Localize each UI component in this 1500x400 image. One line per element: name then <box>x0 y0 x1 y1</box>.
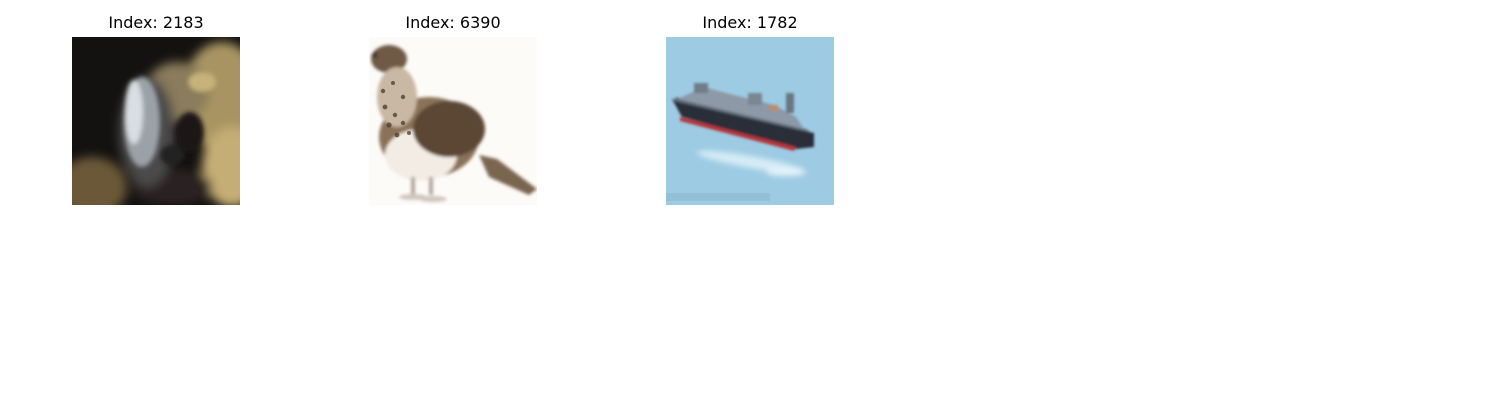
image-panel: Index: 6390 <box>369 12 537 205</box>
panel-title: Index: 6390 <box>405 13 501 32</box>
sample-image-bird <box>369 37 537 205</box>
image-panel: Index: 2183 <box>72 12 240 205</box>
panel-title: Index: 1782 <box>702 13 798 32</box>
sample-image-animal <box>72 37 240 205</box>
panel-title: Index: 2183 <box>108 13 204 32</box>
sample-image-ship <box>666 37 834 205</box>
image-panel: Index: 1782 <box>666 12 834 205</box>
